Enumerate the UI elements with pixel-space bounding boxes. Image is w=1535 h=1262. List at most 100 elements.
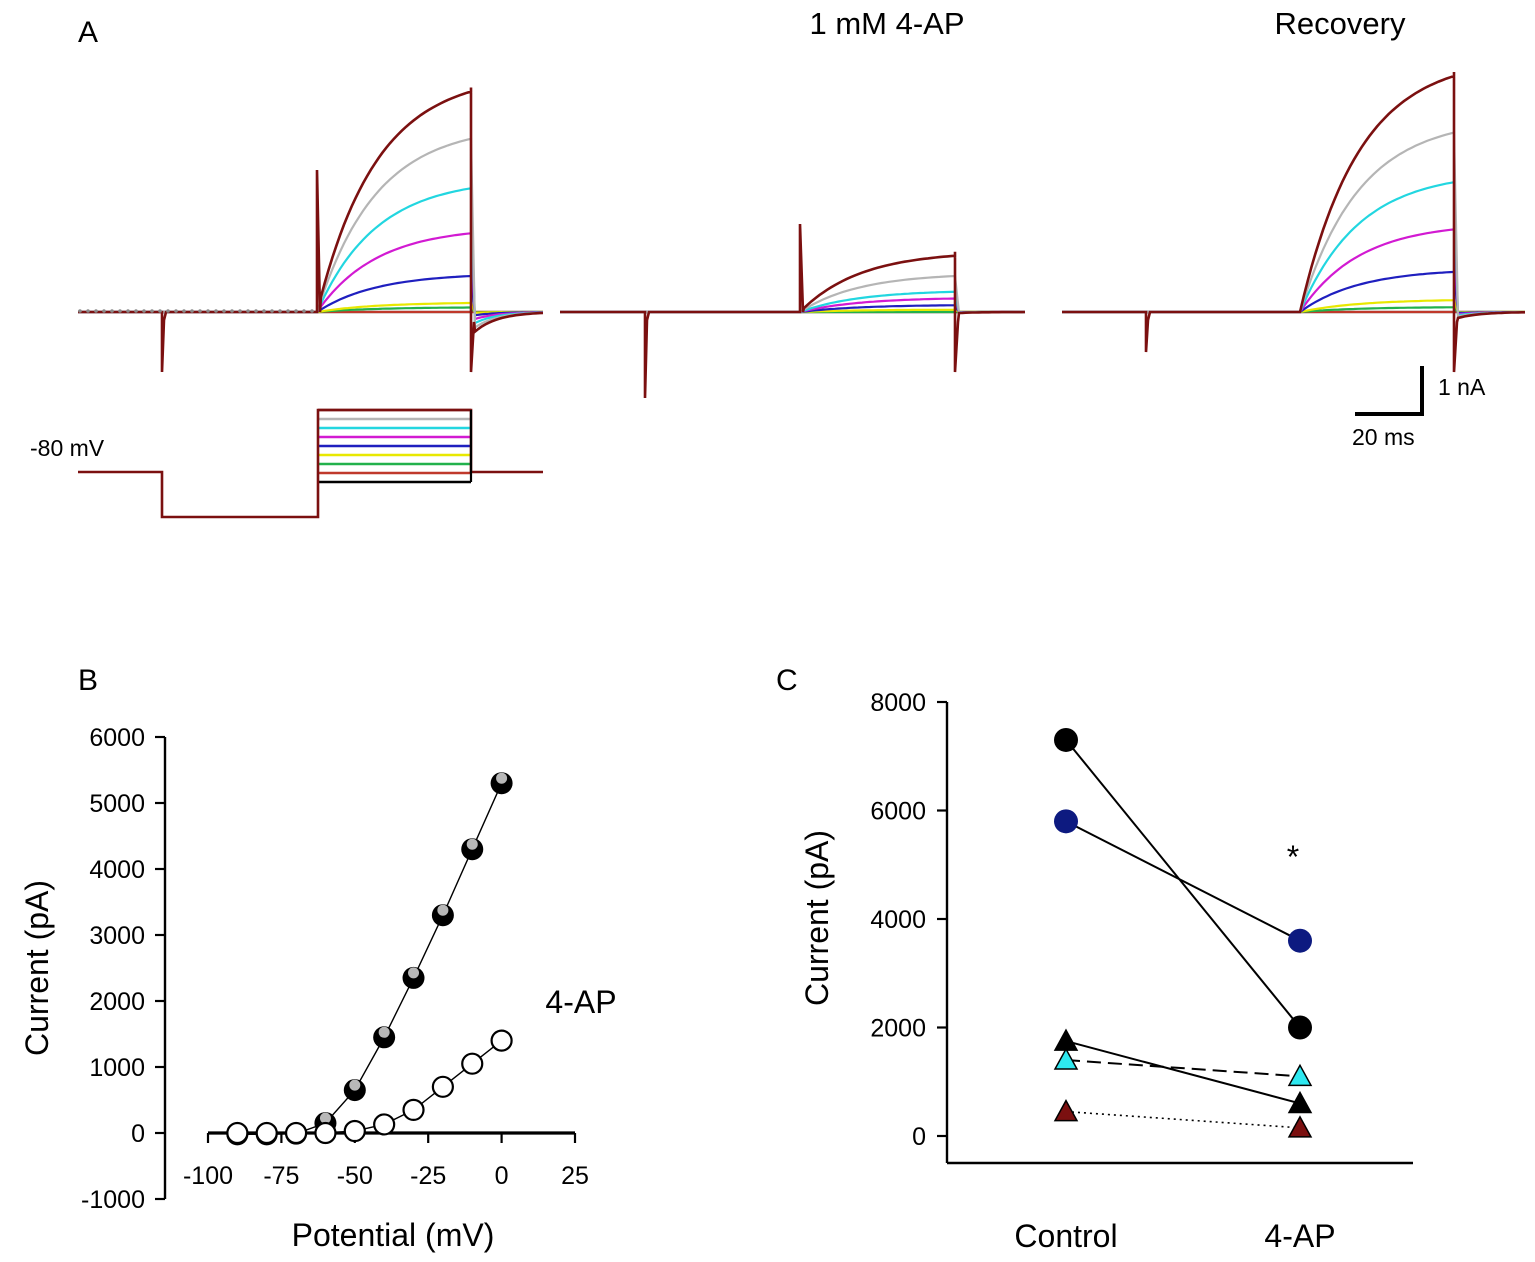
x-tick-label-b: -50 — [337, 1162, 373, 1190]
x-tick-label-b: -75 — [263, 1162, 299, 1190]
baseline-dot — [142, 309, 146, 313]
data-point-c — [1287, 1090, 1313, 1114]
y-tick-label-c: 4000 — [870, 906, 926, 934]
data-point-c — [1287, 1063, 1313, 1087]
voltage-protocol — [78, 408, 543, 519]
baseline-dot — [150, 309, 154, 313]
data-point-recovery — [319, 1112, 331, 1124]
baseline-dot — [174, 309, 178, 313]
data-point-4ap — [402, 1098, 425, 1122]
baseline-dot — [118, 309, 122, 313]
baseline-dot — [222, 309, 226, 313]
series-line-b — [237, 1040, 503, 1134]
baseline-dot — [158, 309, 162, 313]
y-tick-label-c: 0 — [912, 1123, 926, 1151]
baseline-dot — [246, 309, 250, 313]
data-point-4ap — [284, 1121, 308, 1145]
baseline-dot — [238, 309, 242, 313]
data-point-4ap — [343, 1119, 366, 1143]
baseline-dot — [262, 309, 266, 313]
x-tick-label-b: -25 — [410, 1162, 446, 1190]
baseline-dot — [86, 309, 90, 313]
baseline-dot — [270, 309, 274, 313]
y-tick-label-c: 6000 — [870, 798, 926, 826]
data-point-4ap — [461, 1052, 484, 1075]
y-axis-title-c: Current (pA) — [799, 830, 835, 1006]
y-axis-title-b: Current (pA) — [19, 880, 55, 1056]
data-point-4ap — [431, 1075, 454, 1098]
baseline-dot — [230, 309, 234, 313]
series-label-4ap: 4-AP — [545, 984, 616, 1020]
series-line-c — [1065, 739, 1301, 1029]
series-line-c — [1065, 820, 1301, 942]
data-point-c — [1053, 1047, 1079, 1070]
voltage-command — [78, 408, 543, 519]
condition-title-4ap: 1 mM 4-AP — [809, 6, 964, 41]
series-line-b — [237, 782, 503, 1135]
traces-control — [78, 87, 544, 373]
baseline-dot — [278, 309, 282, 313]
baseline-dot — [302, 309, 306, 313]
y-tick-label-b: 6000 — [89, 724, 145, 752]
baseline-dot — [134, 309, 138, 313]
x-tick-label-b: -100 — [183, 1162, 233, 1190]
data-point-4ap — [314, 1121, 337, 1145]
y-tick-label-b: 2000 — [89, 988, 145, 1016]
series-line-c — [1065, 1040, 1301, 1105]
data-point-recovery — [378, 1026, 390, 1038]
y-tick-label-b: 1000 — [89, 1054, 145, 1082]
x-axis-title-b: Potential (mV) — [292, 1217, 495, 1253]
baseline-dot — [182, 309, 186, 313]
significance-asterisk: * — [1287, 839, 1299, 875]
data-point-c — [1053, 1028, 1079, 1051]
scale-current-label: 1 nA — [1438, 374, 1486, 400]
series-line-c — [1065, 1110, 1301, 1129]
data-point-4ap — [255, 1121, 278, 1145]
panel-c-lines — [1065, 739, 1301, 1129]
data-point-c — [1287, 1115, 1313, 1138]
y-tick-label-c: 8000 — [870, 689, 926, 717]
baseline-dot — [78, 309, 82, 313]
data-point-4ap — [226, 1121, 249, 1145]
current-trace — [560, 223, 1026, 399]
baseline-dot — [310, 309, 314, 313]
data-point-recovery — [437, 904, 449, 916]
current-trace — [78, 87, 544, 373]
x-tick-label-b: 25 — [561, 1162, 589, 1190]
panel-c-axes: 0 2000 4000 6000 8000 Control 4-AP — [870, 689, 1413, 1254]
category-label: 4-AP — [1264, 1218, 1335, 1254]
panel-b-points — [226, 772, 513, 1146]
panel-c-letter: C — [776, 664, 798, 697]
y-tick-label-b: -1000 — [81, 1186, 145, 1214]
traces-4ap — [560, 223, 1026, 399]
data-point-4ap — [373, 1113, 396, 1136]
data-point-c — [1288, 928, 1312, 953]
data-point-recovery — [408, 967, 420, 979]
baseline-dot — [110, 309, 114, 313]
panel-b-axes: -1000 0 1000 2000 3000 4000 5000 6000 -100 -75 -50… — [81, 724, 589, 1214]
series-line-c — [1065, 1059, 1301, 1078]
scale-bar — [1355, 366, 1424, 416]
baseline-dot — [198, 309, 202, 313]
y-tick-label-b: 5000 — [89, 790, 145, 818]
baseline-dot — [166, 309, 170, 313]
y-tick-label-c: 2000 — [870, 1015, 926, 1043]
baseline-dot — [94, 309, 98, 313]
baseline-dot — [190, 309, 194, 313]
panel-b-letter: B — [78, 664, 98, 697]
data-point-c — [1054, 727, 1078, 752]
baseline-dot — [254, 309, 258, 313]
data-point-recovery — [349, 1079, 361, 1091]
panel-c: C 0 2000 4000 6000 8000 Control 4-AP * Current… — [776, 664, 1413, 1254]
category-label: Control — [1014, 1218, 1117, 1254]
condition-title-recovery: Recovery — [1275, 6, 1406, 41]
baseline-dot — [102, 309, 106, 313]
data-point-recovery — [496, 772, 508, 784]
baseline-dot — [206, 309, 210, 313]
data-point-c — [1288, 1015, 1312, 1040]
data-point-4ap — [490, 1029, 513, 1052]
baseline-dot — [286, 309, 290, 313]
baseline-dot — [294, 309, 298, 313]
